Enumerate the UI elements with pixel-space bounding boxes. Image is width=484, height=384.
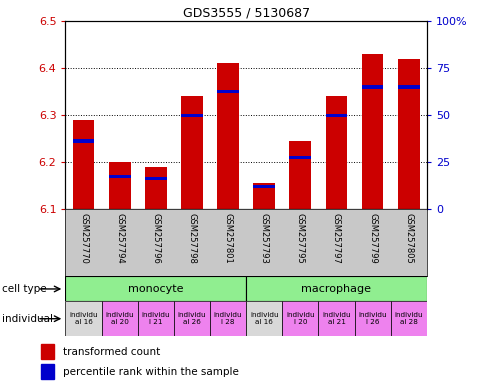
Bar [325,96,347,209]
Text: individu
l 28: individu l 28 [213,312,242,325]
Bar [108,175,130,178]
Bar [73,139,94,143]
Text: cell type: cell type [2,284,47,294]
Bar [390,301,426,336]
Bar [397,59,419,209]
Bar [354,301,390,336]
Text: GSM257794: GSM257794 [115,213,124,263]
Text: individual: individual [2,314,53,324]
Bar [41,344,54,359]
Bar [108,162,130,209]
Text: GSM257770: GSM257770 [79,213,88,263]
Text: percentile rank within the sample: percentile rank within the sample [62,367,238,377]
Bar [102,301,137,336]
Bar [253,185,274,188]
Bar [289,156,311,159]
Text: individu
al 16: individu al 16 [69,312,98,325]
Bar [361,54,383,209]
Text: individu
al 16: individu al 16 [249,312,278,325]
Bar [137,301,173,336]
Text: GSM257798: GSM257798 [187,213,196,263]
Text: GSM257793: GSM257793 [259,213,268,263]
Text: transformed count: transformed count [62,346,160,356]
Text: individu
al 28: individu al 28 [393,312,422,325]
Text: individu
al 26: individu al 26 [177,312,206,325]
Bar [397,85,419,89]
Bar [282,301,318,336]
Bar [65,276,245,301]
Bar [361,85,383,89]
Bar [217,63,239,209]
Bar [210,301,245,336]
Bar [181,114,202,117]
Title: GDS3555 / 5130687: GDS3555 / 5130687 [182,7,309,20]
Text: GSM257796: GSM257796 [151,213,160,263]
Text: GSM257805: GSM257805 [403,213,412,263]
Text: individu
l 20: individu l 20 [286,312,314,325]
Bar [41,364,54,379]
Bar [325,114,347,117]
Text: macrophage: macrophage [301,284,371,294]
Text: monocyte: monocyte [128,284,183,294]
Bar [145,177,166,180]
Text: GSM257801: GSM257801 [223,213,232,263]
Text: individu
al 21: individu al 21 [321,312,350,325]
Text: individu
l 21: individu l 21 [141,312,170,325]
Text: GSM257797: GSM257797 [331,213,340,263]
Bar [65,301,102,336]
Bar [145,167,166,209]
Bar [73,120,94,209]
Bar [217,90,239,93]
Bar [253,184,274,209]
Bar [181,96,202,209]
Bar [245,276,426,301]
Bar [173,301,210,336]
Text: GSM257795: GSM257795 [295,213,304,263]
Bar [245,301,282,336]
Text: individu
l 26: individu l 26 [358,312,386,325]
Bar [318,301,354,336]
Text: individu
al 20: individu al 20 [105,312,134,325]
Text: GSM257799: GSM257799 [367,213,377,263]
Bar [289,141,311,209]
